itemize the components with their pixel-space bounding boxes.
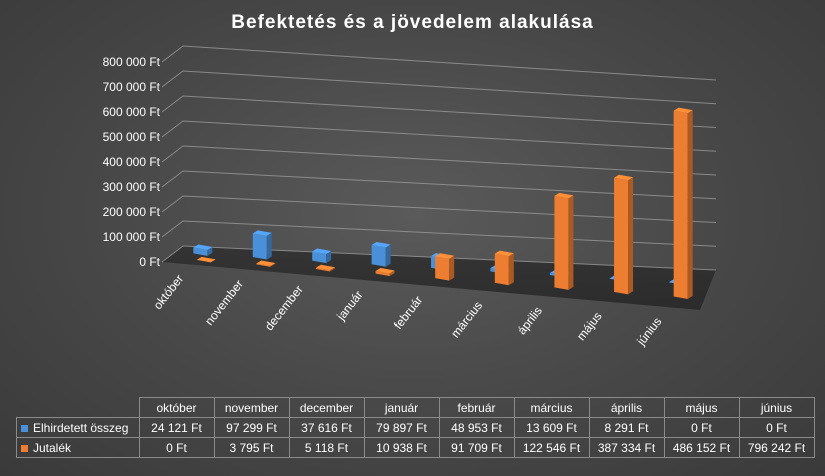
bars <box>193 107 693 300</box>
series-2-legend: Jutalék <box>16 437 140 458</box>
series-2-swatch <box>21 444 28 452</box>
chart-plot: 0 Ft 100 000 Ft 200 000 Ft 300 000 Ft 400 00… <box>103 45 717 349</box>
x-tick-label: október <box>151 272 187 312</box>
table-header-cell: június <box>738 397 815 418</box>
table-cell: 48 953 Ft <box>438 417 515 438</box>
y-tick-label: 0 Ft <box>139 255 160 269</box>
bar-elhirdetett-1 <box>252 230 272 260</box>
x-tick-label: április <box>515 304 545 337</box>
gridline <box>161 245 717 271</box>
x-tick-label: március <box>448 299 485 341</box>
y-tick-label: 600 000 Ft <box>103 105 161 119</box>
table-cell: 79 897 Ft <box>363 417 440 438</box>
table-cell: 0 Ft <box>738 417 815 438</box>
bar-jutalek-0 <box>196 256 216 263</box>
data-table-corner <box>16 397 140 418</box>
y-axis-ticks: 0 Ft 100 000 Ft 200 000 Ft 300 000 Ft 400 00… <box>103 55 161 269</box>
bar-jutalek-7 <box>614 174 634 295</box>
bar-elhirdetett-3 <box>371 242 391 267</box>
x-tick-label: május <box>574 309 605 343</box>
table-header-cell: október <box>138 397 215 418</box>
y-tick-label: 800 000 Ft <box>103 55 161 69</box>
y-tick-label: 400 000 Ft <box>103 155 161 169</box>
x-tick-label: december <box>262 283 306 334</box>
y-tick-label: 500 000 Ft <box>103 130 161 144</box>
bar-jutalek-2 <box>315 264 335 272</box>
gridline <box>161 195 717 223</box>
table-header-cell: március <box>513 397 590 418</box>
x-tick-label: január <box>333 288 365 324</box>
data-table-header-row: október november december január február… <box>16 397 815 418</box>
y-tick-label: 100 000 Ft <box>103 230 161 244</box>
table-header-cell: február <box>438 397 515 418</box>
table-cell: 91 709 Ft <box>438 437 515 458</box>
y-tick-label: 700 000 Ft <box>103 80 161 94</box>
table-cell: 387 334 Ft <box>588 437 665 458</box>
table-cell: 10 938 Ft <box>363 437 440 458</box>
bar-jutalek-5 <box>494 250 514 286</box>
gridline <box>161 145 717 176</box>
series-1-legend: Elhirdetett összeg <box>16 417 140 438</box>
data-table-row-series-1: Elhirdetett összeg 24 121 Ft 97 299 Ft 3… <box>16 417 815 438</box>
y-tick-label: 300 000 Ft <box>103 180 161 194</box>
y-tick-label: 200 000 Ft <box>103 205 161 219</box>
table-cell: 796 242 Ft <box>738 437 815 458</box>
table-cell: 8 291 Ft <box>588 417 665 438</box>
table-cell: 486 152 Ft <box>663 437 740 458</box>
bar-jutalek-3 <box>375 267 395 277</box>
series-1-name: Elhirdetett összeg <box>33 420 129 435</box>
chart-title: Befektetés és a jövedelem alakulása <box>231 12 594 33</box>
table-cell: 3 795 Ft <box>213 437 290 458</box>
bar-jutalek-4 <box>435 253 455 281</box>
bar-elhirdetett-2 <box>312 248 332 264</box>
bar-jutalek-1 <box>256 260 276 267</box>
bar-elhirdetett-0 <box>193 244 213 256</box>
table-header-cell: január <box>363 397 440 418</box>
x-tick-label: november <box>202 277 246 328</box>
table-cell: 13 609 Ft <box>513 417 590 438</box>
gridline <box>161 170 717 200</box>
gridline <box>161 45 717 81</box>
data-table: október november december január február… <box>16 397 815 458</box>
table-header-cell: november <box>213 397 290 418</box>
table-header-cell: május <box>663 397 740 418</box>
gridline <box>161 220 717 247</box>
gridline <box>161 70 717 105</box>
table-cell: 37 616 Ft <box>288 417 365 438</box>
data-table-row-series-2: Jutalék 0 Ft 3 795 Ft 5 118 Ft 10 938 Ft… <box>16 437 815 458</box>
gridline <box>161 95 717 128</box>
table-header-cell: december <box>288 397 365 418</box>
gridline <box>161 120 717 152</box>
table-cell: 24 121 Ft <box>138 417 215 438</box>
x-tick-label: június <box>634 315 665 349</box>
table-header-cell: április <box>588 397 665 418</box>
bar-jutalek-6 <box>554 192 574 290</box>
table-cell: 0 Ft <box>663 417 740 438</box>
table-cell: 0 Ft <box>138 437 215 458</box>
bar-jutalek-8 <box>673 107 693 300</box>
series-1-swatch <box>21 424 28 432</box>
x-tick-label: február <box>391 293 425 332</box>
series-2-name: Jutalék <box>33 440 72 455</box>
table-cell: 5 118 Ft <box>288 437 365 458</box>
table-cell: 97 299 Ft <box>213 417 290 438</box>
table-cell: 122 546 Ft <box>513 437 590 458</box>
